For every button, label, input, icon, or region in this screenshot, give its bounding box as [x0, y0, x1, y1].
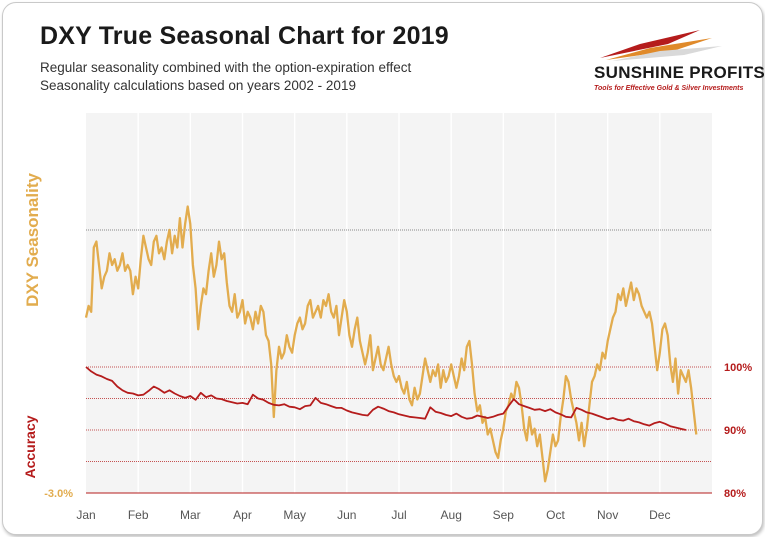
accuracy-series-line: [85, 366, 687, 431]
accuracy-tick-80: 80%: [724, 488, 746, 500]
x-tick-label: Nov: [597, 508, 618, 522]
logo-name: SUNSHINE PROFITS: [594, 63, 765, 82]
logo-swoosh-2: [606, 38, 712, 60]
x-tick-label: Oct: [546, 508, 565, 522]
x-tick-label: Jun: [337, 508, 356, 522]
chart-subtitle-line2: Seasonality calculations based on years …: [40, 78, 356, 93]
logo-swoosh-3: [612, 46, 722, 61]
x-tick-label: Mar: [180, 508, 201, 522]
seasonality-series-line: [84, 205, 698, 483]
x-tick-label: Feb: [128, 508, 149, 522]
logo-tagline: Tools for Effective Gold & Silver Invest…: [594, 85, 744, 92]
x-tick-label: Dec: [649, 508, 670, 522]
chart-title: DXY True Seasonal Chart for 2019: [40, 22, 449, 50]
x-tick-label: Jan: [76, 508, 95, 522]
x-tick-label: Aug: [441, 508, 462, 522]
y-axis-label-seasonality: DXY Seasonality: [23, 173, 42, 307]
x-tick-label: Apr: [233, 508, 252, 522]
y-axis-min-label: -3.0%: [44, 488, 73, 500]
x-tick-label: Sep: [493, 508, 515, 522]
accuracy-tick-90: 90%: [724, 425, 746, 437]
x-tick-label: Jul: [391, 508, 406, 522]
chart-subtitle-line1: Regular seasonality combined with the op…: [40, 60, 412, 75]
accuracy-tick-100: 100%: [724, 362, 752, 374]
x-tick-label: May: [283, 508, 306, 522]
y-axis-label-accuracy: Accuracy: [22, 415, 38, 478]
logo-swoosh-1: [600, 30, 700, 58]
